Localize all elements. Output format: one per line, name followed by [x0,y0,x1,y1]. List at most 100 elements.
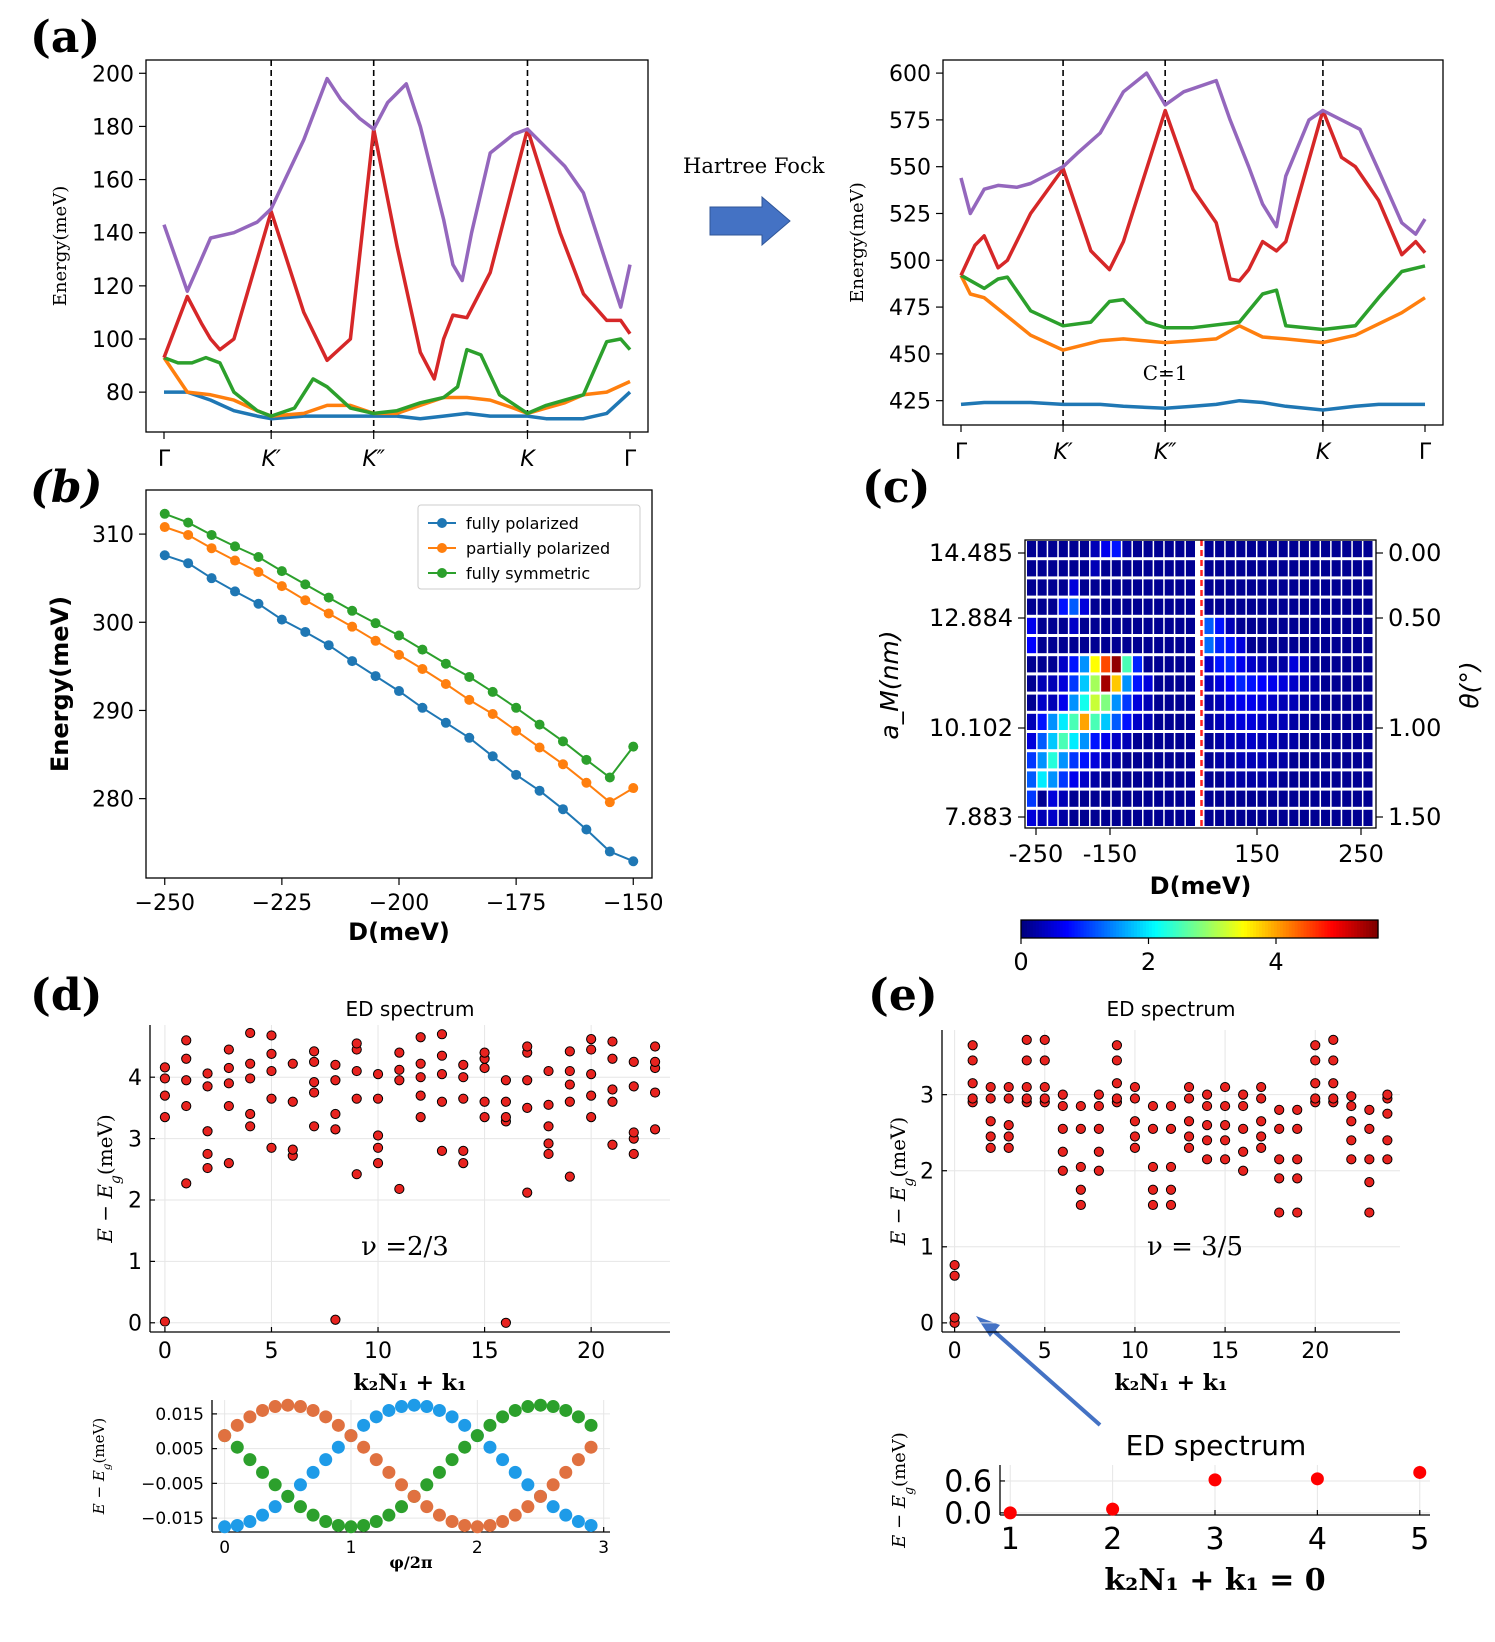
phase-flow-point-state2 [559,1403,573,1417]
heat-cell [1289,752,1299,769]
energy-level-point [628,1056,639,1067]
energy-level-point [266,1065,277,1077]
heat-cell [1037,694,1047,711]
colorbar-segment [1056,920,1061,938]
colorbar-segment [1134,920,1138,938]
heat-cell [1111,694,1121,711]
heat-cell [1048,771,1058,788]
heat-cell [1048,560,1058,577]
heat-cell [1090,656,1100,673]
data-point [206,529,217,540]
energy-level-point [564,1046,575,1057]
heat-cell [1154,656,1164,673]
heat-cell [1175,675,1185,692]
data-point [206,573,217,584]
energy-level-point [1129,1116,1141,1127]
colorbar-segment [1169,920,1174,938]
colorbar-segment [1113,920,1117,938]
energy-level-point [1057,1123,1068,1134]
heat-cell [1143,752,1153,769]
energy-level-point [985,1116,996,1127]
colorbar-segment [1086,920,1091,938]
colorbar-segment [1315,920,1320,938]
colorbar-segment [1068,920,1073,938]
heat-cell [1027,637,1037,654]
phase-flow-point-state2 [357,1518,371,1532]
x-tick-label: 15 [471,1339,499,1364]
heat-cell [1289,733,1299,750]
heat-cell [1027,617,1037,634]
x-tick-label: 5 [1038,1339,1052,1364]
x-tick-label: 250 [1338,840,1384,868]
heat-cell [1122,694,1132,711]
energy-level-point [159,1073,171,1084]
energy-level-point [586,1069,597,1080]
data-point [581,777,592,788]
x-tick-label: 5 [264,1339,278,1364]
heat-cell [1246,752,1256,769]
energy-level-point [1292,1173,1303,1184]
y-tick-label: 290 [92,699,134,724]
energy-level-point [223,1158,234,1169]
phase-flow-point-state2 [445,1453,459,1467]
phase-flow-point-state3 [496,1515,510,1529]
heat-cell [1058,713,1068,730]
heat-cell [1268,656,1278,673]
x-axis-label: D(meV) [348,918,450,946]
heat-cell [1278,598,1288,615]
heat-cell [1058,560,1068,577]
heat-cell [1215,598,1225,615]
heat-cell [1132,637,1143,654]
energy-level-point [1129,1142,1141,1154]
heat-cell [1363,733,1373,750]
energy-level-point [372,1130,384,1141]
heat-cell [1215,752,1225,769]
energy-level-point [1129,1093,1141,1104]
energy-level-point [287,1058,298,1069]
energy-level-point [394,1075,405,1086]
heat-cell [1310,713,1320,730]
heat-cell [1257,809,1267,826]
y-tick-label: 180 [92,115,134,140]
colorbar-segment [1098,920,1102,938]
heat-cell [1058,790,1068,807]
phase-flow-point-state2 [483,1418,497,1432]
energy-level-point [415,1112,426,1123]
phase-flow-point-state3 [470,1520,484,1534]
heat-cell [1185,541,1195,558]
heat-cell [1101,579,1111,596]
energy-level-point [1093,1123,1104,1134]
phase-flow-point-state2 [281,1489,295,1503]
heat-cell [1299,809,1309,826]
y-axis-label: E − Eg(meV) [886,1117,917,1247]
heat-cell [1268,637,1278,654]
data-point [159,522,170,533]
energy-level-point [202,1126,213,1137]
data-point [159,550,170,561]
heat-cell [1268,713,1278,730]
heat-cell [1048,733,1058,750]
heat-cell [1132,713,1143,730]
heat-cell [1079,733,1090,750]
heat-cell [1225,809,1235,826]
heat-cell [1257,598,1267,615]
heat-cell [1090,598,1100,615]
heat-cell [1342,713,1352,730]
heat-cell [1204,790,1214,807]
heat-cell [1132,694,1143,711]
heat-cell [1132,617,1143,634]
heat-cell [1037,752,1047,769]
energy-level-point [649,1056,661,1067]
energy-level-point [1364,1177,1375,1188]
heat-cell [1331,790,1341,807]
energy-level-point [1256,1081,1267,1093]
phase-flow-point-state2 [534,1398,548,1412]
k-point-label: Γ [158,447,171,472]
energy-level-point [1165,1199,1177,1211]
phase-flow-point-state1 [243,1515,257,1529]
energy-level-point [1147,1100,1159,1112]
heat-cell [1289,656,1299,673]
legend-label: fully polarized [466,514,579,533]
colorbar-segment [1366,920,1370,938]
k-point-label: Γ [955,440,968,465]
